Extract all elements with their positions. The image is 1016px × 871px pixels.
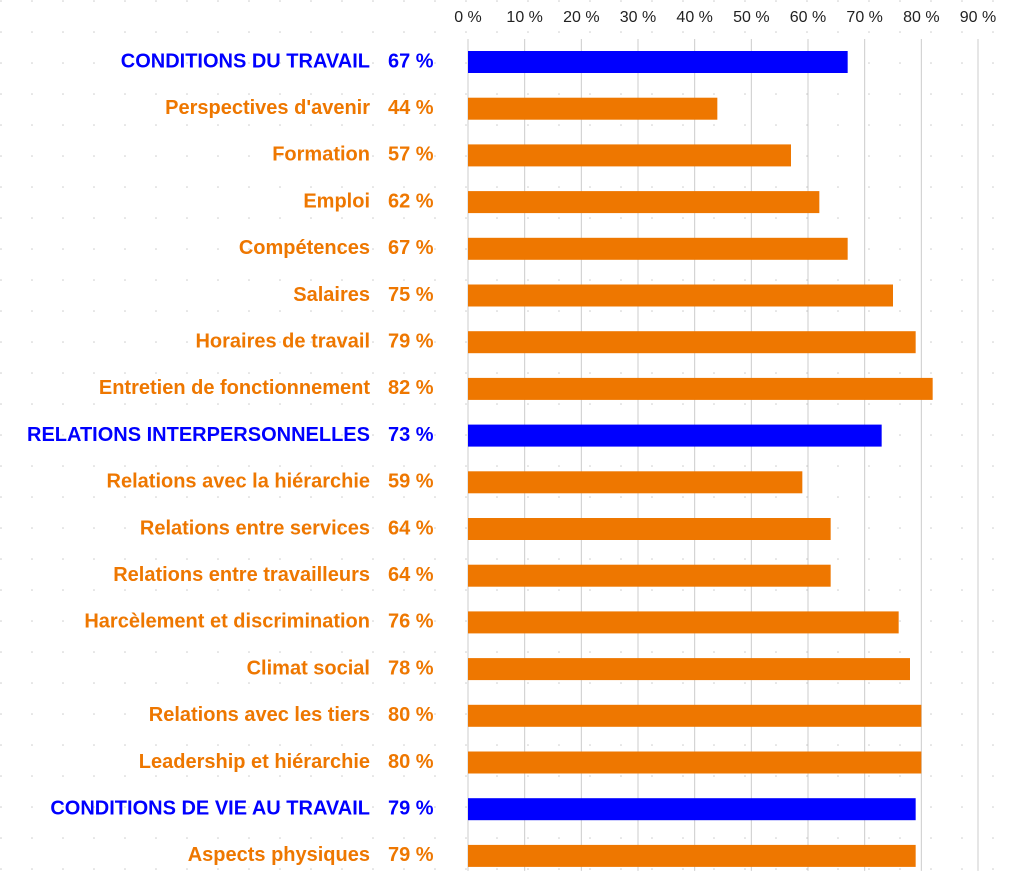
- category-label: Entretien de fonctionnement: [99, 377, 370, 399]
- value-label: 67 %: [388, 237, 434, 259]
- value-label: 67 %: [388, 50, 434, 72]
- category-label: Harcèlement et discrimination: [84, 611, 370, 633]
- value-label: 80 %: [388, 704, 434, 726]
- bar: [468, 704, 922, 727]
- bar: [468, 751, 922, 774]
- category-label: Relations avec les tiers: [149, 704, 370, 726]
- bar: [468, 564, 831, 587]
- bar: [468, 518, 831, 540]
- x-tick-label: 20 %: [563, 9, 599, 26]
- bar: [468, 191, 820, 214]
- category-label: Leadership et hiérarchie: [139, 751, 370, 773]
- value-label: 80 %: [388, 751, 434, 773]
- category-label: Relations entre travailleurs: [113, 564, 370, 586]
- category-label: Formation: [272, 144, 370, 166]
- category-label: Emploi: [303, 190, 370, 212]
- value-label: 79 %: [388, 844, 434, 866]
- category-label: Relations entre services: [140, 517, 370, 539]
- x-tick-label: 0 %: [454, 9, 482, 26]
- value-label: 57 %: [388, 144, 434, 166]
- x-tick-label: 50 %: [733, 9, 769, 26]
- category-label: CONDITIONS DU TRAVAIL: [121, 50, 370, 72]
- value-label: 82 %: [388, 377, 434, 399]
- category-label: RELATIONS INTERPERSONNELLES: [27, 424, 370, 446]
- value-label: 59 %: [388, 471, 434, 493]
- category-label: Perspectives d'avenir: [165, 97, 370, 119]
- x-tick-label: 40 %: [676, 9, 712, 26]
- bar: [468, 611, 899, 634]
- category-label: Compétences: [239, 237, 370, 259]
- value-label: 78 %: [388, 657, 434, 679]
- bar: [468, 424, 882, 447]
- x-tick-label: 90 %: [960, 9, 996, 26]
- bar: [468, 51, 848, 73]
- value-label: 75 %: [388, 284, 434, 306]
- x-tick-label: 80 %: [903, 9, 939, 26]
- category-label: Climat social: [247, 657, 370, 679]
- value-label: 79 %: [388, 330, 434, 352]
- bar: [468, 844, 916, 867]
- value-label: 64 %: [388, 564, 434, 586]
- value-label: 79 %: [388, 797, 434, 819]
- bar: [468, 471, 803, 494]
- category-label: Relations avec la hiérarchie: [107, 471, 370, 493]
- value-label: 44 %: [388, 97, 434, 119]
- category-label: Horaires de travail: [195, 330, 370, 352]
- x-tick-label: 30 %: [620, 9, 656, 26]
- bar: [468, 284, 893, 307]
- bar: [468, 377, 933, 400]
- value-label: 73 %: [388, 424, 434, 446]
- x-tick-label: 60 %: [790, 9, 826, 26]
- value-label: 76 %: [388, 611, 434, 633]
- category-label: Aspects physiques: [188, 844, 370, 866]
- category-label: CONDITIONS DE VIE AU TRAVAIL: [50, 797, 370, 819]
- x-tick-label: 10 %: [506, 9, 542, 26]
- bar: [468, 658, 910, 681]
- bar: [468, 331, 916, 354]
- category-label: Salaires: [293, 284, 370, 306]
- bar: [468, 144, 791, 167]
- bar: [468, 237, 848, 260]
- bar: [468, 97, 718, 120]
- x-tick-label: 70 %: [846, 9, 882, 26]
- value-label: 62 %: [388, 190, 434, 212]
- value-label: 64 %: [388, 517, 434, 539]
- bar: [468, 798, 916, 821]
